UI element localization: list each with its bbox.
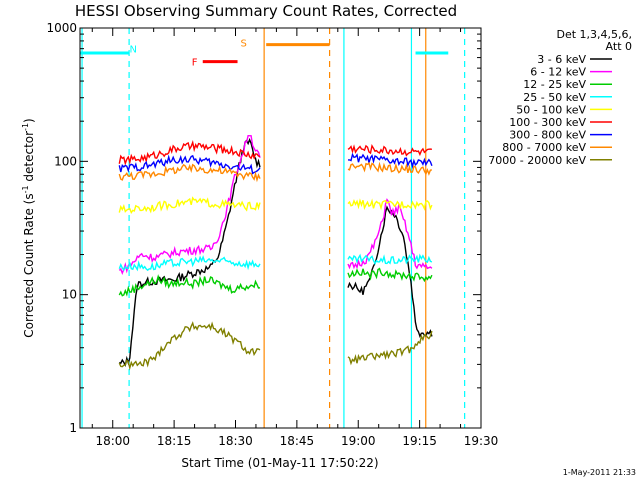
legend-label: 6 - 12 keV bbox=[530, 66, 586, 79]
x-tick-label: 19:00 bbox=[341, 434, 376, 448]
x-axis-label: Start Time (01-May-11 17:50:22) bbox=[181, 456, 378, 470]
legend-label: 50 - 100 keV bbox=[516, 103, 586, 116]
x-tick-label: 18:00 bbox=[95, 434, 130, 448]
y-axis-label: Corrected Count Rate (s-1 detector-1) bbox=[21, 118, 36, 337]
legend-label: 7000 - 20000 keV bbox=[488, 154, 586, 167]
x-tick-label: 19:15 bbox=[402, 434, 437, 448]
series-line bbox=[119, 137, 261, 368]
y-axis-label-mid: detector bbox=[22, 131, 36, 186]
y-axis: 1 10 100 1000 bbox=[46, 21, 481, 435]
y-axis-label-end: ) bbox=[22, 118, 36, 123]
series-line bbox=[347, 161, 432, 176]
legend-title-line-1: Det 1,3,4,5,6, bbox=[556, 28, 632, 41]
series-line bbox=[347, 205, 433, 338]
x-axis: 18:00 18:15 18:30 18:45 19:00 19:15 19:30 bbox=[91, 28, 499, 448]
plot-frame bbox=[79, 27, 482, 429]
series-line bbox=[118, 140, 261, 166]
legend-label: 12 - 25 keV bbox=[523, 78, 586, 91]
y-axis-label-sup1: -1 bbox=[21, 185, 30, 193]
plot-area: N F S bbox=[80, 28, 466, 428]
legend-title-line-2: Att 0 bbox=[606, 40, 632, 53]
series-line bbox=[118, 321, 261, 371]
footer-timestamp: 1-May-2011 21:33 bbox=[563, 468, 636, 477]
series-line bbox=[347, 144, 432, 157]
legend-label: 300 - 800 keV bbox=[509, 129, 586, 142]
y-tick-label: 10 bbox=[62, 288, 77, 302]
series-line bbox=[347, 253, 433, 266]
x-tick-label: 18:30 bbox=[218, 434, 253, 448]
series-line bbox=[347, 267, 433, 283]
series-line bbox=[118, 163, 261, 183]
legend-label: 25 - 50 keV bbox=[523, 91, 586, 104]
y-tick-label: 1 bbox=[69, 421, 77, 435]
state-marker-label: F bbox=[192, 58, 198, 69]
x-tick-label: 18:15 bbox=[157, 434, 192, 448]
y-axis-label-sup2: -1 bbox=[21, 123, 30, 131]
x-tick-label: 19:30 bbox=[464, 434, 499, 448]
legend-label: 100 - 300 keV bbox=[509, 116, 586, 129]
state-marker-label: N bbox=[129, 45, 136, 56]
series-line bbox=[118, 274, 261, 297]
chart-title: HESSI Observing Summary Count Rates, Cor… bbox=[75, 2, 457, 20]
y-tick-label: 1000 bbox=[46, 21, 77, 35]
x-tick-label: 18:45 bbox=[280, 434, 315, 448]
legend-label: 3 - 6 keV bbox=[537, 53, 586, 66]
series-line bbox=[118, 196, 261, 214]
series-line bbox=[348, 152, 433, 170]
series-line bbox=[347, 198, 433, 211]
y-tick-label: 100 bbox=[54, 154, 77, 168]
series-line bbox=[118, 154, 261, 175]
legend-label: 800 - 7000 keV bbox=[502, 141, 586, 154]
state-marker-label: S bbox=[240, 38, 246, 49]
y-axis-label-main: Corrected Count Rate (s bbox=[22, 193, 36, 337]
series-line bbox=[347, 198, 433, 270]
series-line bbox=[347, 330, 433, 366]
series-line bbox=[118, 255, 261, 272]
